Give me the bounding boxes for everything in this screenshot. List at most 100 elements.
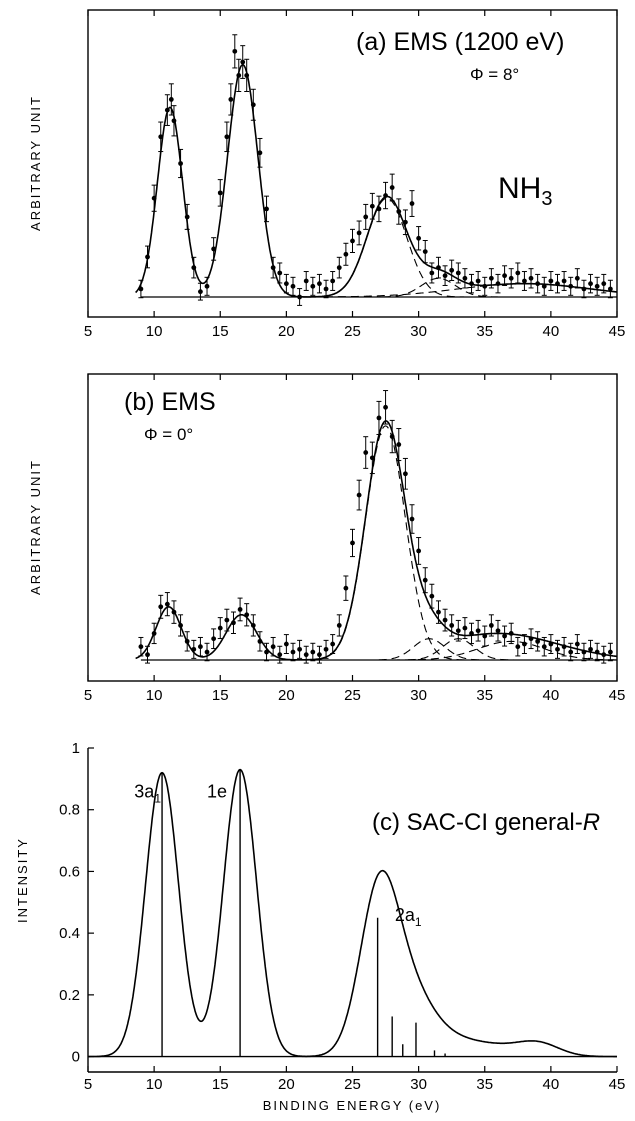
panel-a-frame xyxy=(87,9,618,318)
data-point xyxy=(184,638,190,644)
data-point xyxy=(548,278,554,284)
data-point xyxy=(429,593,435,599)
data-point xyxy=(191,646,197,652)
data-point xyxy=(178,161,183,166)
data-point xyxy=(515,270,521,276)
x-tick-label: 35 xyxy=(476,323,493,340)
data-point xyxy=(495,628,501,634)
panel-b-x-axis: 5 10 15 20 25 30 35 40 45 xyxy=(84,374,625,704)
data-point xyxy=(237,607,243,612)
data-point xyxy=(403,219,408,225)
data-point xyxy=(469,281,474,287)
data-point xyxy=(204,649,210,655)
component-curve xyxy=(365,638,493,661)
y-tick-label: 0 xyxy=(72,1049,80,1066)
data-point xyxy=(317,652,322,658)
data-point xyxy=(475,628,481,634)
x-tick-label: 20 xyxy=(278,1076,295,1093)
data-point xyxy=(541,644,547,650)
data-point xyxy=(462,625,468,631)
panel-a-plot-area xyxy=(135,34,618,306)
data-point xyxy=(409,201,415,206)
y-tick-label: 1 xyxy=(72,740,80,757)
data-point xyxy=(343,251,349,257)
data-point xyxy=(396,209,402,214)
data-point xyxy=(528,275,534,281)
panel-a-molecule-label: NH3 xyxy=(498,172,552,210)
data-point xyxy=(389,434,395,439)
x-tick-label: 40 xyxy=(543,687,560,704)
data-point xyxy=(555,281,560,287)
panel-c-plot-area xyxy=(88,768,617,1058)
x-tick-label: 45 xyxy=(609,323,626,340)
panel-c: 00.20.40.60.815 10 15 20 25 30 35 40 45 3a1 1e2a1… xyxy=(15,740,625,1113)
data-point xyxy=(264,206,269,212)
data-point xyxy=(257,638,263,644)
data-point xyxy=(568,283,574,289)
peak-label-text: 1e xyxy=(207,781,227,801)
panel-b-angle-label: Φ = 0° xyxy=(144,425,193,444)
data-point xyxy=(482,633,488,639)
data-point xyxy=(350,238,355,244)
data-point xyxy=(250,623,256,628)
data-point xyxy=(535,281,541,287)
data-point xyxy=(228,97,234,102)
data-point xyxy=(204,283,210,289)
panel-c-y-axis-title: INTENSITY xyxy=(15,837,30,923)
data-point xyxy=(469,631,474,636)
x-tick-label: 30 xyxy=(410,323,427,340)
panel-c-axes: 00.20.40.60.815 10 15 20 25 30 35 40 45 xyxy=(59,740,625,1093)
x-tick-label: 40 xyxy=(543,1076,560,1093)
data-point xyxy=(436,609,441,615)
panel-b: 5 10 15 20 25 30 35 40 45 ARBITRARY UNIT (b) EMS… xyxy=(28,373,625,704)
data-point xyxy=(376,415,382,421)
y-tick-label: 0.8 xyxy=(59,802,80,819)
data-point xyxy=(356,492,362,498)
y-tick-label: 0.6 xyxy=(59,863,80,880)
data-point xyxy=(303,278,309,284)
data-point xyxy=(336,623,342,628)
data-point xyxy=(224,617,230,623)
data-point xyxy=(495,281,501,287)
data-point xyxy=(356,230,362,236)
data-point xyxy=(310,283,316,289)
data-point xyxy=(151,631,157,636)
component-curve xyxy=(369,277,508,298)
x-tick-label: 10 xyxy=(146,1076,163,1093)
data-point xyxy=(145,254,150,260)
data-point xyxy=(588,281,593,287)
x-tick-label: 15 xyxy=(212,1076,229,1093)
data-point xyxy=(588,646,593,652)
x-tick-label: 35 xyxy=(476,1076,493,1093)
peak-label-subscript: 1 xyxy=(415,915,422,929)
data-point xyxy=(184,214,190,220)
data-point xyxy=(138,644,144,650)
panel-a: 5 10 15 20 25 30 35 40 45 ARBITRARY UNIT (a) EMS… xyxy=(28,9,626,340)
data-point xyxy=(508,631,514,636)
data-point xyxy=(594,283,600,289)
data-point xyxy=(151,195,157,201)
panel-b-title: (b) EMS xyxy=(124,388,216,416)
data-point xyxy=(350,540,355,546)
data-point xyxy=(264,649,269,655)
y-tick-label: 0.4 xyxy=(59,925,80,942)
data-point xyxy=(442,273,448,279)
x-tick-label: 15 xyxy=(212,687,229,704)
x-tick-label: 10 xyxy=(146,323,163,340)
y-tick-label: 0.2 xyxy=(59,987,80,1004)
x-tick-label: 45 xyxy=(609,1076,626,1093)
data-point xyxy=(270,265,276,271)
data-point xyxy=(488,623,494,628)
data-point xyxy=(522,641,527,647)
x-tick-label: 10 xyxy=(146,687,163,704)
data-point xyxy=(211,636,217,642)
data-point xyxy=(164,601,170,607)
data-point xyxy=(297,294,302,300)
data-point xyxy=(475,278,481,284)
fit-curve xyxy=(135,63,618,298)
panel-b-y-axis-title: ARBITRARY UNIT xyxy=(28,459,43,595)
data-point xyxy=(403,471,408,477)
data-point xyxy=(383,193,388,198)
